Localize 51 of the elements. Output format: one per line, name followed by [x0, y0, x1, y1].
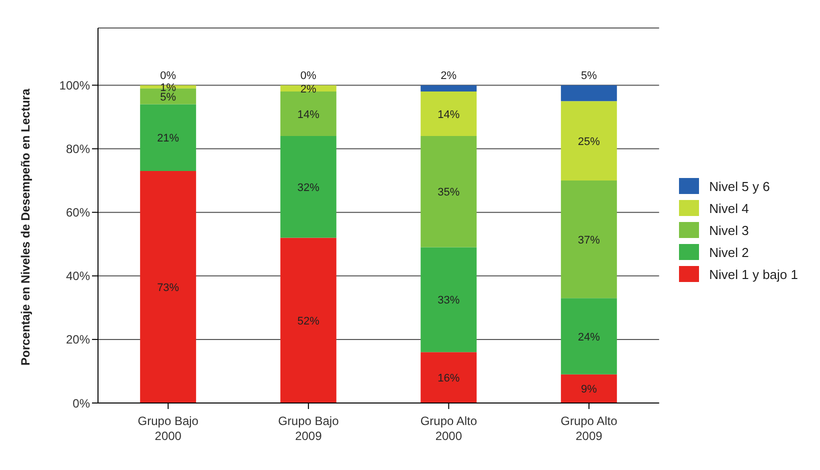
legend-label: Nivel 3 — [709, 222, 749, 238]
data-label: 2% — [440, 70, 457, 82]
legend-label: Nivel 5 y 6 — [709, 178, 770, 194]
y-tick-label: 60% — [66, 206, 90, 220]
bar — [560, 298, 617, 374]
bar — [420, 92, 477, 136]
data-label: 52% — [297, 315, 320, 328]
data-label: 0% — [300, 70, 317, 82]
legend-label: Nivel 1 y bajo 1 — [709, 266, 798, 282]
data-label: 14% — [297, 108, 320, 121]
bar — [560, 374, 617, 403]
data-label: 33% — [438, 294, 460, 307]
y-tick-label: 20% — [66, 332, 90, 347]
y-tick-label: 40% — [66, 269, 90, 284]
data-label: 16% — [438, 372, 460, 385]
data-label: 5% — [160, 91, 176, 104]
bar — [420, 247, 477, 352]
bar — [140, 104, 196, 172]
data-label: 2% — [300, 83, 317, 96]
x-tick-label: Grupo Bajo 2000 — [138, 414, 199, 443]
bar — [280, 136, 336, 238]
y-tick-label: 0% — [72, 396, 90, 410]
data-label: 1% — [160, 82, 176, 94]
y-axis-title: Porcentaje en Niveles de Desempeño en Lectura — [18, 88, 32, 366]
bar — [560, 101, 617, 181]
legend-label: Nivel 2 — [709, 244, 749, 260]
bar — [560, 180, 617, 298]
data-label: 14% — [438, 108, 460, 121]
data-label: 21% — [157, 132, 180, 145]
x-tick-label: Grupo Alto 2009 — [560, 414, 618, 443]
data-label: 35% — [438, 186, 460, 199]
bar — [420, 85, 477, 92]
bar — [560, 85, 617, 102]
data-label: 37% — [578, 234, 600, 246]
x-tick-label: Grupo Bajo 2009 — [278, 414, 340, 443]
bar — [280, 238, 336, 403]
data-label: 25% — [578, 136, 600, 148]
data-label: 9% — [580, 384, 598, 396]
bar — [280, 92, 336, 136]
bar — [420, 352, 477, 403]
bar — [140, 171, 196, 403]
x-tick-label: Grupo Alto 2000 — [420, 414, 478, 443]
data-label: 0% — [160, 70, 176, 82]
data-label: 32% — [297, 182, 320, 194]
y-tick-label: 100% — [59, 78, 90, 92]
bar — [420, 136, 477, 248]
y-tick-label: 80% — [66, 142, 90, 156]
legend-label: Nivel 4 — [709, 200, 749, 216]
data-label: 73% — [157, 282, 180, 294]
data-label: 24% — [578, 331, 600, 344]
data-label: 5% — [580, 70, 598, 82]
